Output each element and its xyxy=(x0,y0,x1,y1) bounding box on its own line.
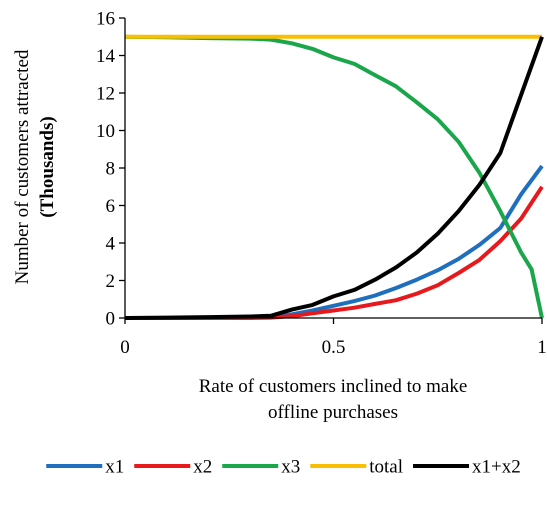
y-tick-label: 4 xyxy=(106,234,116,255)
legend-label-total: total xyxy=(369,457,403,478)
tick-labels-layer: 0 2 4 6 8 10 12 14 16 0 0.5 1 xyxy=(96,9,547,359)
series-line-x3 xyxy=(124,34,544,319)
y-tick-label: 14 xyxy=(96,46,116,67)
x-tick-label: 0 xyxy=(120,337,130,358)
y-tick-label: 2 xyxy=(106,271,116,292)
x-tick-label: 0.5 xyxy=(322,337,346,358)
y-tick-label: 16 xyxy=(96,9,115,30)
legend-label-x1-x2: x1+x2 xyxy=(472,457,521,478)
y-tick-label: 8 xyxy=(106,159,116,180)
legend-label-x2: x2 xyxy=(193,457,212,478)
x-axis-title-line-2: offline purchases xyxy=(268,402,398,423)
x-axis-title-line-1: Rate of customers inclined to make xyxy=(199,376,468,397)
axes-layer xyxy=(119,17,543,324)
y-tick-label: 10 xyxy=(96,121,115,142)
series-line-x1-x2 xyxy=(124,36,544,320)
legend: x1 x2 x3 total x1+x2 xyxy=(46,457,521,478)
y-tick-label: 0 xyxy=(106,309,116,330)
y-axis-title-line-1: Number of customers attracted xyxy=(12,49,33,284)
legend-label-x3: x3 xyxy=(281,457,300,478)
y-tick-label: 6 xyxy=(106,196,116,217)
x-tick-label: 1 xyxy=(537,337,547,358)
y-axis-title-line-2: (Thousands) xyxy=(37,116,58,217)
legend-label-x1: x1 xyxy=(105,457,124,478)
series-layer xyxy=(124,34,544,320)
y-tick-label: 12 xyxy=(96,84,115,105)
